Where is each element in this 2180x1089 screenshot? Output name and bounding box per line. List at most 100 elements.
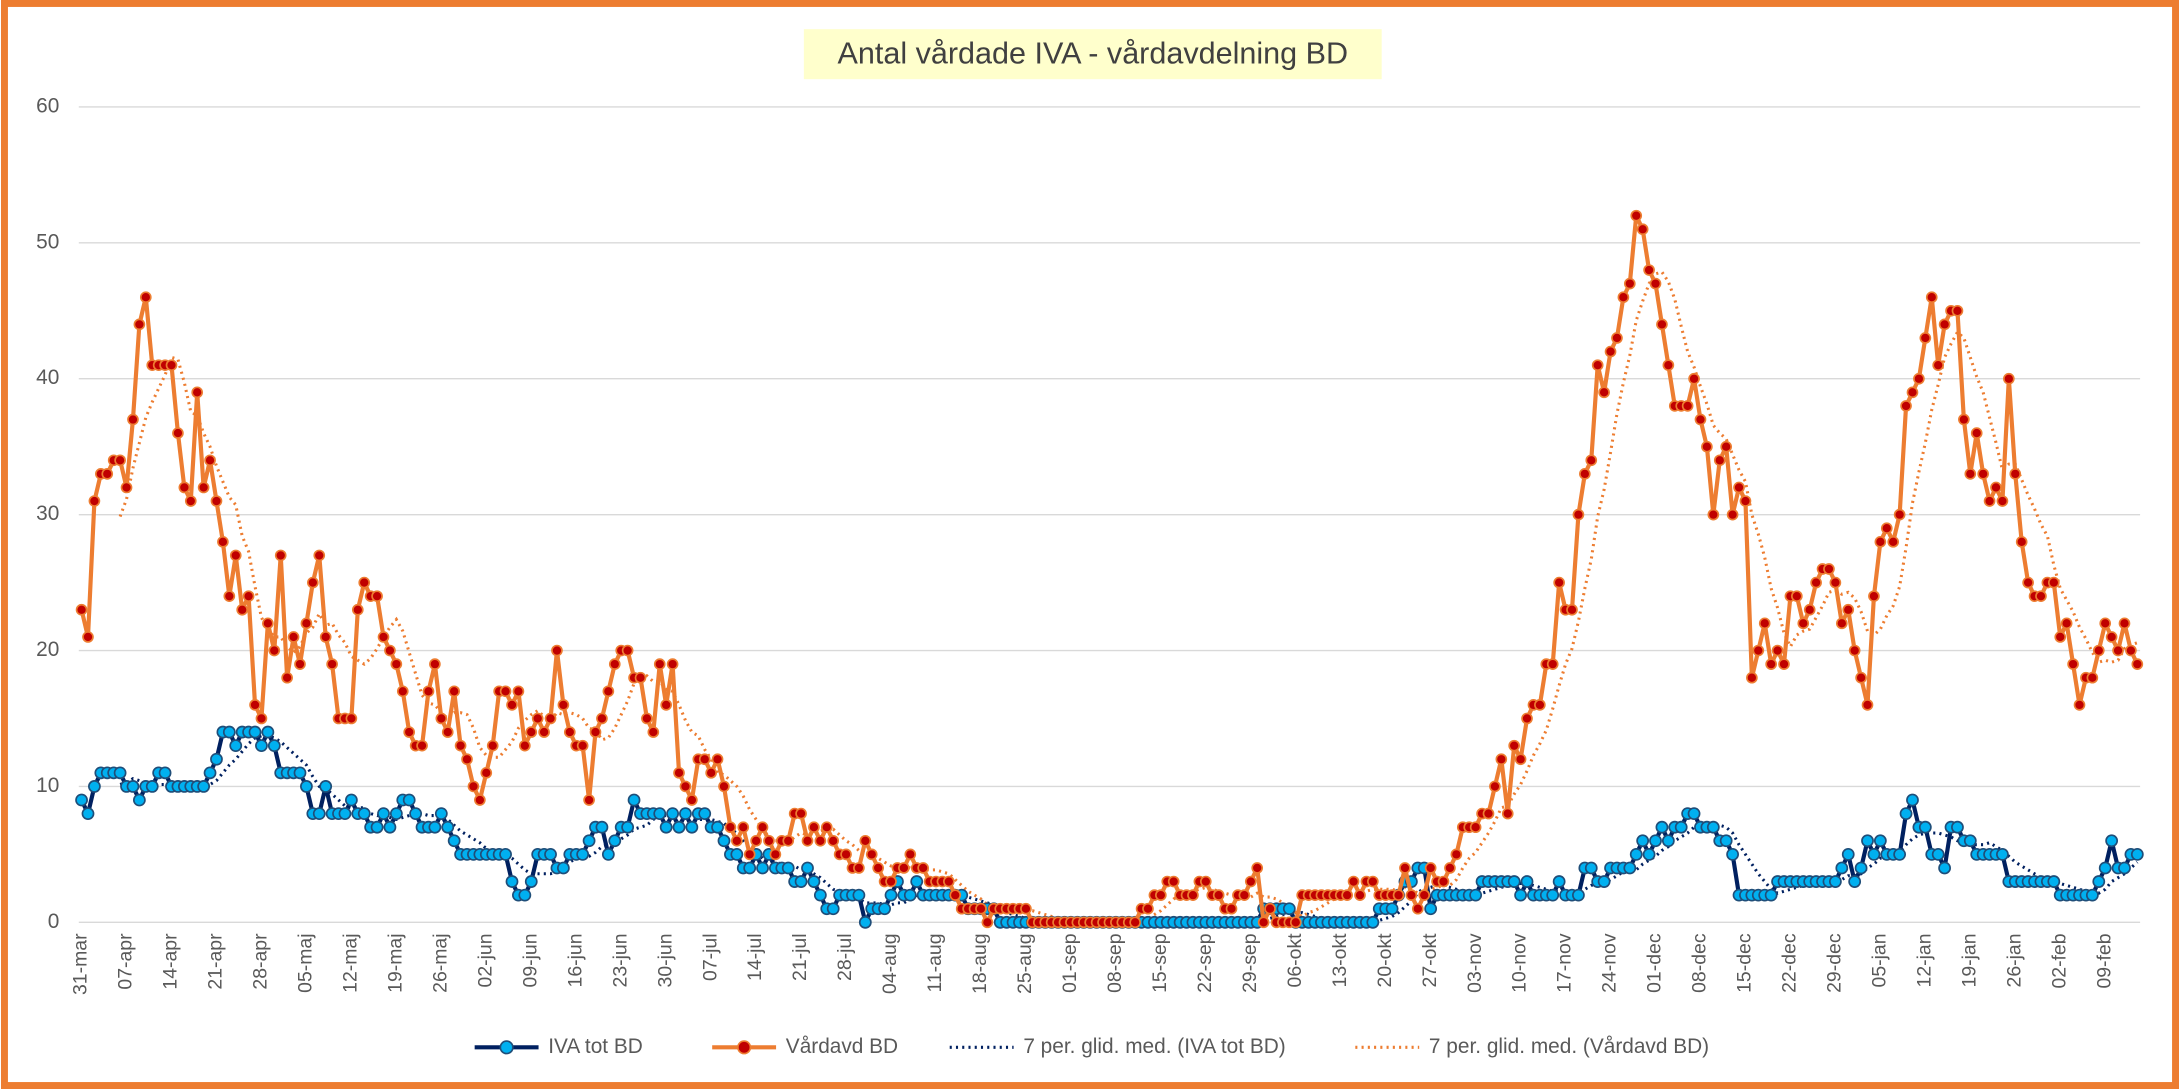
- data-point: [145, 780, 159, 793]
- x-tick-label: 20-okt: [1374, 933, 1396, 988]
- data-point: [1501, 807, 1514, 820]
- data-point: [1251, 862, 1264, 874]
- data-point: [165, 359, 178, 371]
- data-point: [1649, 834, 1662, 848]
- x-tick-label: 15-sep: [1149, 933, 1171, 992]
- data-point: [344, 793, 358, 807]
- data-point: [1906, 793, 1919, 807]
- data-point: [660, 699, 673, 711]
- data-point: [1508, 739, 1521, 752]
- data-point: [1828, 875, 1842, 888]
- data-point: [88, 495, 101, 507]
- data-point: [556, 861, 570, 875]
- data-point: [1566, 603, 1578, 616]
- data-point: [1623, 277, 1636, 290]
- data-point: [917, 862, 929, 874]
- data-point: [1771, 644, 1784, 657]
- data-point: [262, 617, 274, 630]
- data-point: [1212, 889, 1225, 901]
- data-point: [1546, 888, 1560, 902]
- data-point: [1341, 889, 1353, 901]
- x-tick-label: 12-maj: [340, 933, 362, 992]
- data-point: [1861, 699, 1874, 711]
- data-point: [1938, 861, 1951, 875]
- data-point: [191, 386, 204, 399]
- legend-label: 7 per. glid. med. (IVA tot BD): [1023, 1035, 1285, 1058]
- x-tick-label: 23-jun: [609, 933, 631, 987]
- data-point: [679, 807, 692, 820]
- data-point: [595, 820, 609, 834]
- data-point: [859, 834, 872, 847]
- data-point: [750, 834, 762, 847]
- data-point: [1964, 468, 1977, 480]
- data-point: [1726, 508, 1739, 521]
- data-point: [813, 888, 827, 902]
- data-point: [396, 685, 409, 698]
- x-tick-label: 09-jun: [519, 933, 541, 987]
- data-point: [293, 766, 307, 780]
- data-point: [377, 631, 390, 643]
- data-point: [634, 671, 647, 684]
- x-tick-label: 02-jun: [474, 933, 496, 987]
- data-point: [461, 753, 473, 766]
- data-point: [2073, 699, 2086, 711]
- data-point: [608, 834, 622, 848]
- data-point: [737, 821, 750, 834]
- data-point: [434, 807, 448, 820]
- data-point: [1572, 888, 1585, 902]
- data-point: [249, 699, 261, 711]
- data-point: [242, 590, 255, 603]
- data-point: [1893, 847, 1907, 861]
- data-point: [120, 481, 133, 494]
- plot-area: 0 10 20 30 40 50 60 31-mar 07-apr 14-apr 21-apr 28-…: [36, 94, 2144, 995]
- x-tick-label: 28-jul: [834, 933, 856, 981]
- data-point: [1649, 277, 1662, 290]
- data-point: [447, 834, 461, 848]
- data-point: [1687, 807, 1701, 820]
- x-tick-label: 18-aug: [969, 933, 991, 994]
- data-point: [589, 726, 602, 738]
- data-point: [1572, 508, 1585, 521]
- data-point: [1681, 400, 1694, 412]
- data-point: [705, 766, 717, 779]
- data-point: [1803, 603, 1816, 616]
- data-point: [1951, 820, 1964, 834]
- data-point: [519, 739, 531, 752]
- data-point: [351, 603, 364, 616]
- data-point: [506, 699, 518, 711]
- data-point: [204, 454, 216, 467]
- data-point: [402, 793, 416, 807]
- data-point: [1823, 563, 1835, 575]
- data-point: [326, 658, 338, 670]
- x-tick-label: 09-feb: [2093, 933, 2115, 988]
- y-tick-label: 60: [36, 94, 59, 117]
- x-tick-label: 21-jul: [789, 933, 811, 981]
- data-point: [1707, 508, 1720, 521]
- data-point: [1642, 847, 1656, 861]
- data-point: [268, 644, 281, 657]
- data-point: [210, 495, 223, 507]
- data-point: [1797, 617, 1810, 630]
- data-point: [1482, 807, 1495, 820]
- data-point: [763, 834, 775, 847]
- data-point: [898, 862, 910, 874]
- legend-label: Vårdavd BD: [786, 1035, 898, 1058]
- data-point: [685, 820, 699, 834]
- data-point: [435, 712, 448, 725]
- data-point: [596, 712, 608, 725]
- x-tick-label: 27-okt: [1419, 933, 1441, 988]
- data-point: [2047, 576, 2060, 589]
- data-point: [1938, 318, 1951, 331]
- data-point: [795, 807, 807, 820]
- data-point: [390, 658, 403, 670]
- data-point: [910, 875, 924, 888]
- data-point: [1906, 386, 1919, 399]
- data-point: [1418, 889, 1431, 901]
- data-point: [1636, 834, 1650, 848]
- data-point: [1405, 889, 1418, 901]
- data-point: [672, 820, 686, 834]
- data-point: [1623, 861, 1637, 875]
- x-tick-label: 26-jan: [2003, 933, 2025, 987]
- data-point: [1424, 862, 1437, 874]
- data-point: [1534, 699, 1546, 711]
